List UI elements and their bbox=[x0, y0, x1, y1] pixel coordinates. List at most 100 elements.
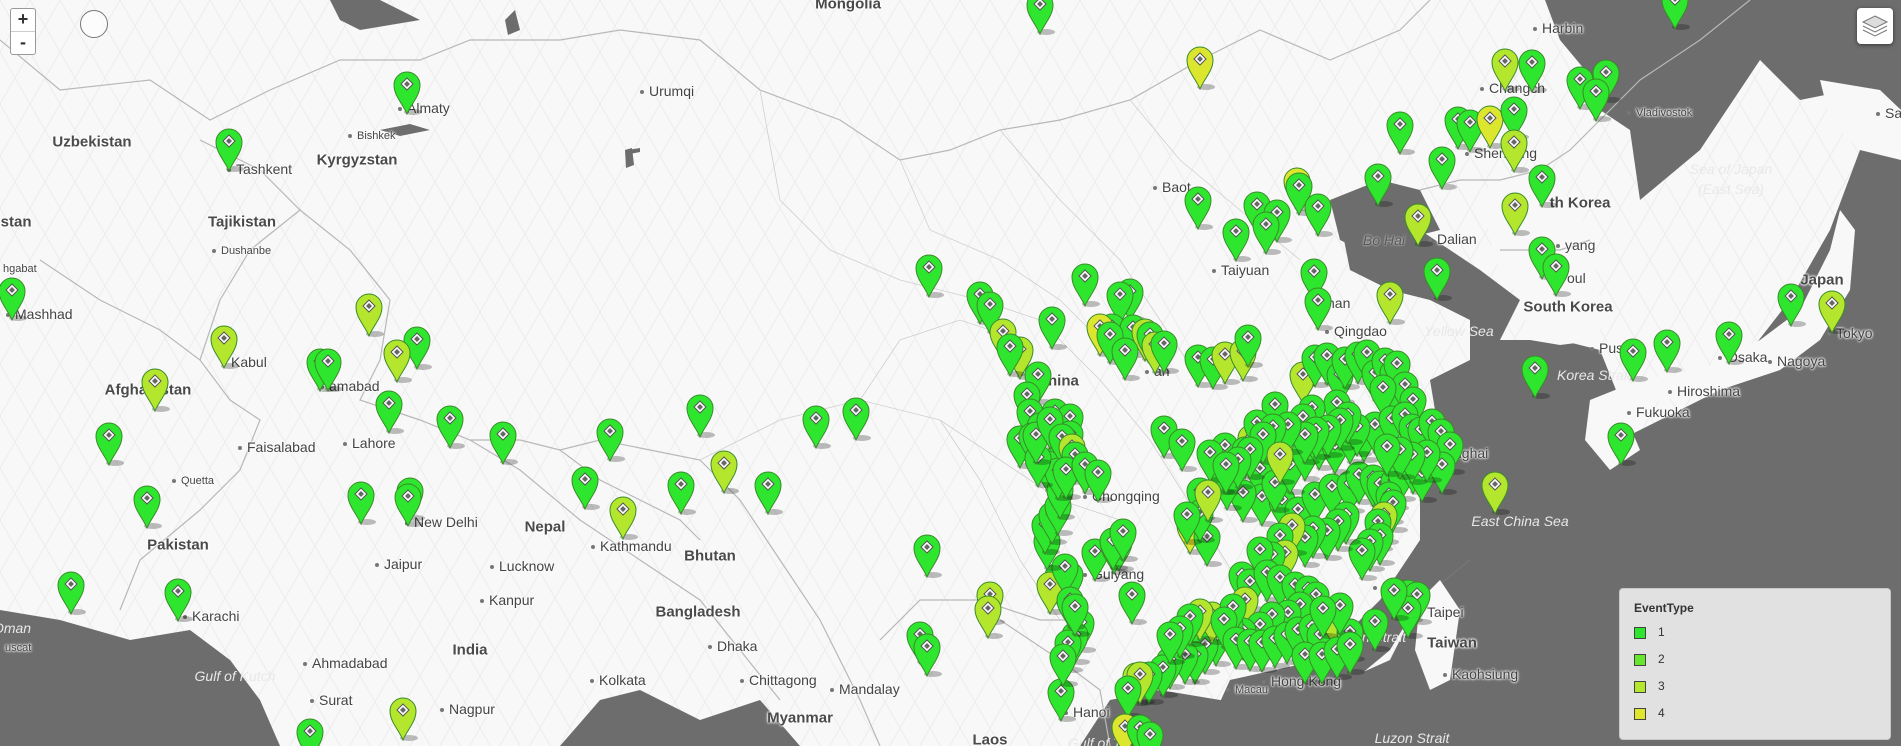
event-marker[interactable] bbox=[752, 468, 786, 516]
event-marker[interactable] bbox=[93, 419, 127, 467]
event-marker[interactable] bbox=[1069, 260, 1103, 308]
event-marker[interactable] bbox=[1479, 468, 1513, 516]
event-marker[interactable] bbox=[387, 694, 421, 742]
event-marker[interactable] bbox=[1166, 425, 1200, 473]
event-marker[interactable] bbox=[1059, 590, 1093, 638]
event-marker[interactable] bbox=[1359, 605, 1393, 653]
zoom-in-button[interactable]: + bbox=[17, 9, 29, 29]
event-marker[interactable] bbox=[213, 125, 247, 173]
map-pin-icon bbox=[1118, 581, 1147, 626]
map-pin-icon bbox=[1061, 593, 1090, 638]
event-marker[interactable] bbox=[1346, 534, 1380, 582]
event-marker[interactable] bbox=[1378, 574, 1412, 622]
label-almaty: Almaty bbox=[398, 100, 450, 116]
event-marker[interactable] bbox=[392, 480, 426, 528]
event-marker[interactable] bbox=[1454, 106, 1488, 154]
event-marker[interactable] bbox=[911, 531, 945, 579]
event-marker[interactable] bbox=[1617, 335, 1651, 383]
event-marker[interactable] bbox=[1171, 498, 1205, 546]
event-marker[interactable] bbox=[665, 468, 699, 516]
event-marker[interactable] bbox=[972, 592, 1006, 640]
event-marker[interactable] bbox=[381, 336, 415, 384]
event-marker[interactable] bbox=[1499, 189, 1533, 237]
event-marker[interactable] bbox=[1526, 161, 1560, 209]
event-marker[interactable] bbox=[708, 447, 742, 495]
event-marker[interactable] bbox=[1302, 190, 1336, 238]
locate-button[interactable] bbox=[80, 10, 108, 38]
event-marker[interactable] bbox=[1540, 250, 1574, 298]
event-marker[interactable] bbox=[1116, 578, 1150, 626]
event-marker[interactable] bbox=[55, 568, 89, 616]
event-marker[interactable] bbox=[569, 463, 603, 511]
event-marker[interactable] bbox=[840, 394, 874, 442]
event-marker[interactable] bbox=[1250, 208, 1284, 256]
event-marker[interactable] bbox=[1154, 618, 1188, 666]
event-marker[interactable] bbox=[1192, 476, 1226, 524]
event-marker[interactable] bbox=[594, 415, 628, 463]
event-marker[interactable] bbox=[1651, 326, 1685, 374]
event-marker[interactable] bbox=[1264, 438, 1298, 486]
event-marker[interactable] bbox=[294, 715, 328, 746]
event-marker[interactable] bbox=[1024, 0, 1058, 36]
event-marker[interactable] bbox=[353, 290, 387, 338]
event-marker[interactable] bbox=[1107, 515, 1141, 563]
event-marker[interactable] bbox=[1519, 352, 1553, 400]
layers-button[interactable] bbox=[1857, 8, 1893, 44]
event-marker[interactable] bbox=[1210, 448, 1244, 496]
event-marker[interactable] bbox=[800, 402, 834, 450]
event-marker[interactable] bbox=[1516, 46, 1550, 94]
event-marker[interactable] bbox=[1045, 675, 1079, 723]
label-hanoi: Hanoi bbox=[1064, 704, 1110, 720]
event-marker[interactable] bbox=[994, 330, 1028, 378]
event-marker[interactable] bbox=[911, 630, 945, 678]
event-marker[interactable] bbox=[345, 478, 379, 526]
event-marker[interactable] bbox=[1659, 0, 1693, 31]
event-marker[interactable] bbox=[1082, 456, 1116, 504]
event-marker[interactable] bbox=[1148, 327, 1182, 375]
event-marker[interactable] bbox=[1580, 75, 1614, 123]
zoom-out-button[interactable]: - bbox=[11, 31, 35, 54]
event-marker[interactable] bbox=[607, 493, 641, 541]
event-marker[interactable] bbox=[1302, 284, 1336, 332]
event-marker[interactable] bbox=[1605, 419, 1639, 467]
event-marker[interactable] bbox=[1182, 183, 1216, 231]
event-marker[interactable] bbox=[1109, 334, 1143, 382]
event-marker[interactable] bbox=[0, 274, 30, 322]
event-marker[interactable] bbox=[1526, 233, 1560, 281]
event-marker[interactable] bbox=[1220, 215, 1254, 263]
event-marker[interactable] bbox=[1775, 280, 1809, 328]
event-marker[interactable] bbox=[434, 402, 468, 450]
event-marker[interactable] bbox=[1036, 303, 1070, 351]
event-marker[interactable] bbox=[1474, 102, 1508, 150]
event-marker[interactable] bbox=[1713, 318, 1747, 366]
event-marker[interactable] bbox=[1134, 718, 1168, 746]
event-marker[interactable] bbox=[208, 322, 242, 370]
event-marker[interactable] bbox=[1307, 592, 1341, 640]
event-marker[interactable] bbox=[131, 482, 165, 530]
event-marker[interactable] bbox=[139, 365, 173, 413]
event-marker[interactable] bbox=[1402, 200, 1436, 248]
event-marker[interactable] bbox=[1184, 43, 1218, 91]
event-marker[interactable] bbox=[373, 387, 407, 435]
event-marker[interactable] bbox=[1426, 143, 1460, 191]
event-marker[interactable] bbox=[1498, 93, 1532, 141]
event-marker[interactable] bbox=[1384, 108, 1418, 156]
event-marker[interactable] bbox=[1334, 628, 1368, 676]
event-marker[interactable] bbox=[1374, 278, 1408, 326]
event-marker[interactable] bbox=[162, 575, 196, 623]
event-marker[interactable] bbox=[1498, 126, 1532, 174]
label-india: India bbox=[452, 641, 488, 659]
event-marker[interactable] bbox=[1489, 45, 1523, 93]
event-marker[interactable] bbox=[1232, 321, 1266, 369]
event-marker[interactable] bbox=[1047, 640, 1081, 688]
event-marker[interactable] bbox=[312, 345, 346, 393]
event-marker[interactable] bbox=[391, 68, 425, 116]
event-marker[interactable] bbox=[1362, 160, 1396, 208]
event-marker[interactable] bbox=[487, 418, 521, 466]
event-marker[interactable] bbox=[1421, 254, 1455, 302]
event-marker[interactable] bbox=[1371, 430, 1405, 478]
event-marker[interactable] bbox=[913, 251, 947, 299]
event-marker[interactable] bbox=[684, 391, 718, 439]
event-marker[interactable] bbox=[1816, 287, 1850, 335]
